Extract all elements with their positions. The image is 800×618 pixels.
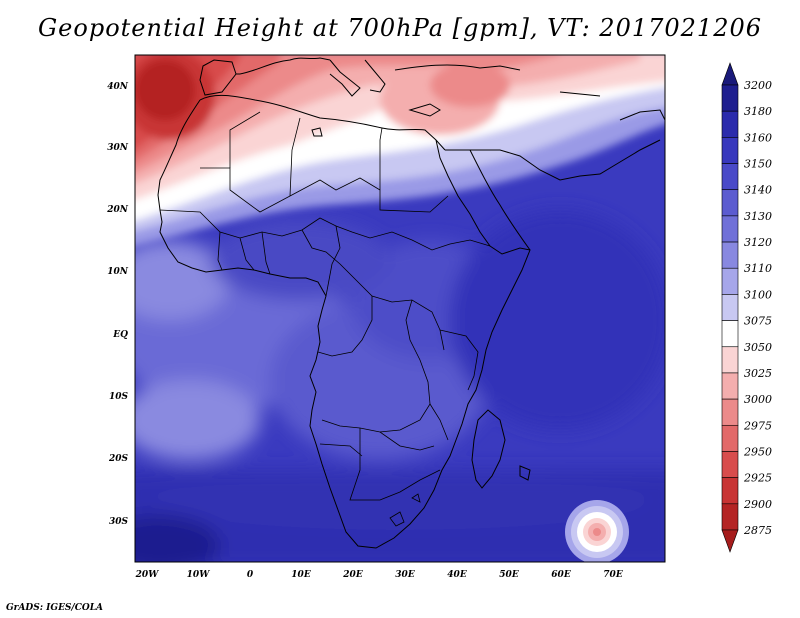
- colorbar-label: 3025: [744, 367, 772, 380]
- colorbar-label: 3075: [744, 315, 772, 328]
- colorbar-label: 2975: [743, 419, 772, 432]
- colorbar-label: 2950: [743, 445, 772, 458]
- colorbar-label: 3120: [744, 236, 772, 249]
- lon-label: 70E: [603, 570, 623, 580]
- colorbar-swatch: [721, 84, 739, 112]
- lat-label: 10N: [107, 267, 129, 277]
- lon-label: 10W: [187, 570, 211, 580]
- colorbar-swatch: [721, 163, 739, 191]
- colorbar-swatch: [721, 241, 739, 269]
- colorbar-swatch: [721, 477, 739, 505]
- lon-label: 60E: [551, 570, 571, 580]
- colorbar-swatch: [721, 267, 739, 295]
- colorbar-label: 3130: [744, 210, 772, 223]
- colorbar-swatch: [721, 189, 739, 217]
- chart-title: Geopotential Height at 700hPa [gpm], VT:…: [38, 14, 762, 42]
- lon-label: 50E: [499, 570, 519, 580]
- colorbar-label: 3110: [744, 262, 772, 275]
- colorbar-bottom-arrow: [721, 529, 739, 553]
- lat-label: 40N: [107, 82, 129, 92]
- colorbar-label: 3150: [744, 158, 772, 171]
- colorbar-label: 3160: [744, 131, 772, 144]
- lon-label: 40E: [447, 570, 467, 580]
- lat-label: EQ: [112, 330, 128, 340]
- colorbar-swatch: [721, 451, 739, 478]
- lat-label: 30N: [107, 143, 129, 153]
- grads-credit: GrADS: IGES/COLA: [6, 603, 104, 613]
- colorbar-label: 3100: [744, 288, 772, 301]
- lat-label: 30S: [109, 517, 129, 527]
- lat-labels: 40N 30N 20N 10N EQ 10S 20S 30S: [106, 82, 129, 527]
- colorbar-label: 3000: [744, 393, 772, 406]
- lon-label: 0: [247, 570, 254, 580]
- lon-label: 20E: [342, 570, 363, 580]
- lat-label: 10S: [109, 392, 129, 402]
- country-borders: [159, 111, 491, 527]
- colorbar-swatch: [721, 215, 739, 243]
- colorbar-swatch: [721, 424, 739, 452]
- lon-label: 20W: [135, 570, 160, 580]
- lon-label: 30E: [395, 570, 415, 580]
- plot-frame: [134, 54, 666, 563]
- colorbar-label: 3050: [744, 341, 772, 354]
- colorbar-label: 2925: [743, 472, 772, 485]
- colorbar-swatch: [721, 398, 739, 426]
- colorbar-swatch: [721, 294, 739, 321]
- colorbar-label: 3180: [744, 105, 772, 118]
- colorbar-top-arrow: [721, 62, 739, 86]
- colorbar-label: 2900: [743, 498, 772, 511]
- colorbar-label: 3140: [744, 184, 772, 197]
- colorbar-swatch: [721, 137, 739, 164]
- lon-labels: 20W 10W 0 10E 20E 30E 40E 50E 60E 70E: [135, 570, 623, 580]
- colorbar-label: 3200: [744, 79, 772, 92]
- colorbar-swatch: [721, 503, 739, 531]
- coastlines: [157, 57, 665, 549]
- colorbar: 3200 3180 3160 3150 3140 3130 3120 3110 3100 3075…: [721, 62, 772, 553]
- colorbar-label: 2875: [743, 524, 772, 537]
- lon-label: 10E: [291, 570, 311, 580]
- colorbar-swatch: [721, 346, 739, 374]
- lat-label: 20N: [106, 205, 129, 215]
- lat-label: 20S: [108, 454, 129, 464]
- colorbar-swatch: [721, 320, 739, 348]
- colorbar-swatch: [721, 372, 739, 400]
- colorbar-swatch: [721, 110, 739, 138]
